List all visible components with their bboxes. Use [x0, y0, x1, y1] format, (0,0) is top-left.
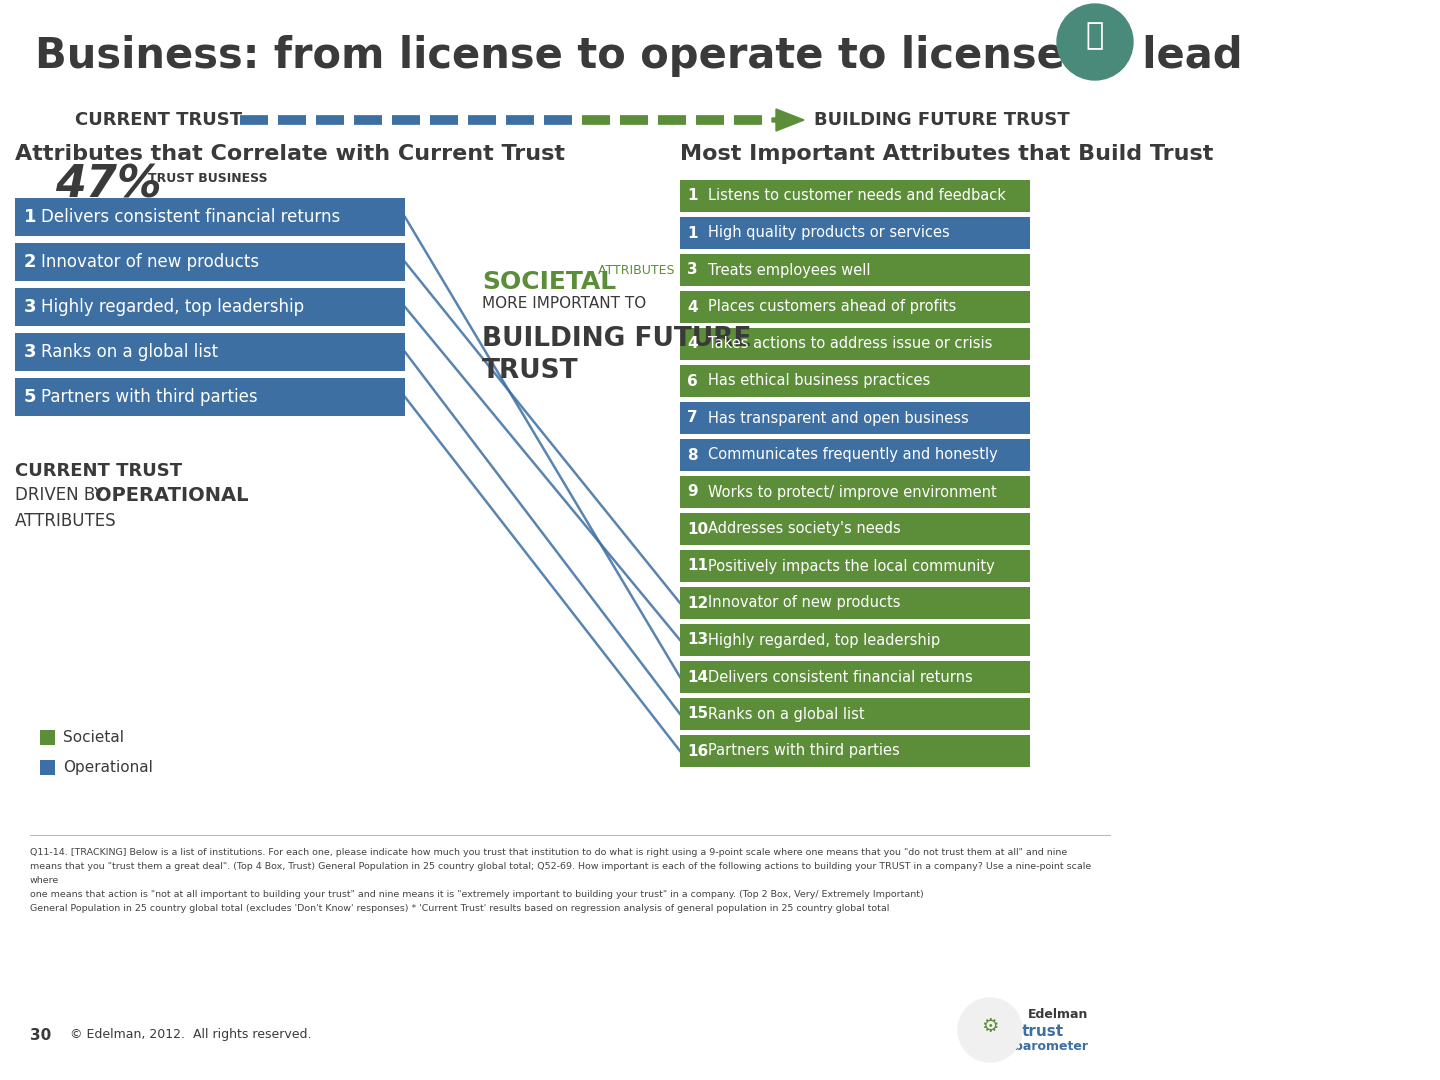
Text: © Edelman, 2012.  All rights reserved.: © Edelman, 2012. All rights reserved. [71, 1028, 311, 1041]
Circle shape [1057, 4, 1133, 80]
Bar [680, 624, 1030, 656]
Text: 15: 15 [687, 706, 708, 721]
Text: Attributes that Correlate with Current Trust: Attributes that Correlate with Current T… [14, 144, 564, 164]
Bar [14, 378, 405, 416]
Text: 8: 8 [687, 447, 697, 462]
Text: Most Important Attributes that Build Trust: Most Important Attributes that Build Tru… [680, 144, 1214, 164]
Bar [40, 760, 55, 775]
Text: ATTRIBUTES: ATTRIBUTES [14, 512, 117, 530]
Text: CURRENT TRUST: CURRENT TRUST [75, 111, 242, 129]
Text: High quality products or services: High quality products or services [708, 226, 950, 241]
Text: General Population in 25 country global total (excludes 'Don't Know' responses) : General Population in 25 country global … [30, 904, 890, 913]
Text: 10: 10 [687, 522, 708, 537]
Text: 2: 2 [24, 253, 36, 271]
Text: Highly regarded, top leadership: Highly regarded, top leadership [708, 633, 940, 648]
Text: Works to protect/ improve environment: Works to protect/ improve environment [708, 485, 996, 499]
Bar [40, 730, 55, 745]
Text: 13: 13 [687, 633, 708, 648]
FancyArrow shape [772, 109, 804, 131]
Text: 16: 16 [687, 743, 708, 758]
Bar [680, 254, 1030, 286]
Text: 47%: 47% [55, 164, 161, 207]
Text: Partners with third parties: Partners with third parties [708, 743, 900, 758]
Text: one means that action is "not at all important to building your trust" and nine : one means that action is "not at all imp… [30, 890, 923, 899]
Text: 3: 3 [24, 343, 36, 361]
Text: 👥: 👥 [1086, 22, 1104, 51]
Text: 4: 4 [687, 337, 697, 351]
Text: Innovator of new products: Innovator of new products [40, 253, 259, 271]
Text: 14: 14 [687, 670, 708, 685]
Bar [680, 513, 1030, 545]
Bar [680, 438, 1030, 471]
Text: Places customers ahead of profits: Places customers ahead of profits [708, 299, 956, 314]
Text: Has transparent and open business: Has transparent and open business [708, 410, 969, 426]
Text: 12: 12 [687, 595, 708, 610]
Text: Business: from license to operate to license to lead: Business: from license to operate to lic… [35, 35, 1243, 77]
Text: where: where [30, 876, 59, 885]
Text: 1: 1 [687, 189, 697, 203]
Bar [680, 476, 1030, 508]
Text: Operational: Operational [63, 760, 153, 775]
Text: ATTRIBUTES: ATTRIBUTES [595, 264, 674, 276]
Bar [14, 243, 405, 281]
Text: means that you "trust them a great deal". (Top 4 Box, Trust) General Population : means that you "trust them a great deal"… [30, 862, 1092, 870]
Text: Ranks on a global list: Ranks on a global list [40, 343, 217, 361]
Text: Societal: Societal [63, 730, 124, 745]
Text: Highly regarded, top leadership: Highly regarded, top leadership [40, 298, 304, 316]
Text: Partners with third parties: Partners with third parties [40, 388, 258, 406]
Text: 11: 11 [687, 558, 708, 573]
Text: MORE IMPORTANT TO: MORE IMPORTANT TO [482, 296, 647, 311]
Text: 5: 5 [24, 388, 36, 406]
Bar [680, 735, 1030, 767]
Text: SOCIETAL: SOCIETAL [482, 270, 616, 294]
Text: 1: 1 [687, 226, 697, 241]
Text: Takes actions to address issue or crisis: Takes actions to address issue or crisis [708, 337, 992, 351]
Text: barometer: barometer [1014, 1040, 1089, 1053]
Bar [680, 217, 1030, 249]
Text: TRUST BUSINESS: TRUST BUSINESS [148, 172, 268, 185]
Text: Delivers consistent financial returns: Delivers consistent financial returns [708, 670, 973, 685]
Text: OPERATIONAL: OPERATIONAL [95, 486, 249, 505]
Text: Communicates frequently and honestly: Communicates frequently and honestly [708, 447, 998, 462]
Text: Q11-14. [TRACKING] Below is a list of institutions. For each one, please indicat: Q11-14. [TRACKING] Below is a list of in… [30, 848, 1067, 858]
Text: 30: 30 [30, 1028, 52, 1043]
Text: Edelman: Edelman [1028, 1008, 1089, 1021]
Text: DRIVEN BY: DRIVEN BY [14, 486, 109, 504]
Text: trust: trust [1022, 1024, 1064, 1039]
Text: 9: 9 [687, 485, 697, 499]
Text: 7: 7 [687, 410, 697, 426]
Text: CURRENT TRUST: CURRENT TRUST [14, 462, 181, 480]
Text: Ranks on a global list: Ranks on a global list [708, 706, 864, 721]
Bar [680, 550, 1030, 582]
Text: Innovator of new products: Innovator of new products [708, 595, 900, 610]
Bar [14, 333, 405, 372]
Bar [680, 661, 1030, 693]
Bar [680, 328, 1030, 360]
Text: 3: 3 [24, 298, 36, 316]
Text: 3: 3 [687, 262, 697, 278]
Text: 4: 4 [687, 299, 697, 314]
Text: Positively impacts the local community: Positively impacts the local community [708, 558, 995, 573]
Text: BUILDING FUTURE TRUST: BUILDING FUTURE TRUST [814, 111, 1070, 129]
Text: Has ethical business practices: Has ethical business practices [708, 374, 930, 389]
Bar [680, 698, 1030, 730]
Text: ⚙: ⚙ [981, 1016, 999, 1036]
Circle shape [958, 998, 1022, 1062]
Bar [680, 365, 1030, 397]
Text: BUILDING FUTURE: BUILDING FUTURE [482, 326, 752, 352]
Text: Listens to customer needs and feedback: Listens to customer needs and feedback [708, 189, 1007, 203]
Bar [680, 180, 1030, 212]
Bar [680, 588, 1030, 619]
Bar [680, 291, 1030, 323]
Text: Treats employees well: Treats employees well [708, 262, 871, 278]
Bar [14, 288, 405, 326]
Bar [14, 198, 405, 237]
Text: Delivers consistent financial returns: Delivers consistent financial returns [40, 208, 340, 226]
Text: Addresses society's needs: Addresses society's needs [708, 522, 901, 537]
Text: 6: 6 [687, 374, 698, 389]
Text: 1: 1 [24, 208, 36, 226]
Bar [680, 402, 1030, 434]
Text: TRUST: TRUST [482, 357, 579, 384]
